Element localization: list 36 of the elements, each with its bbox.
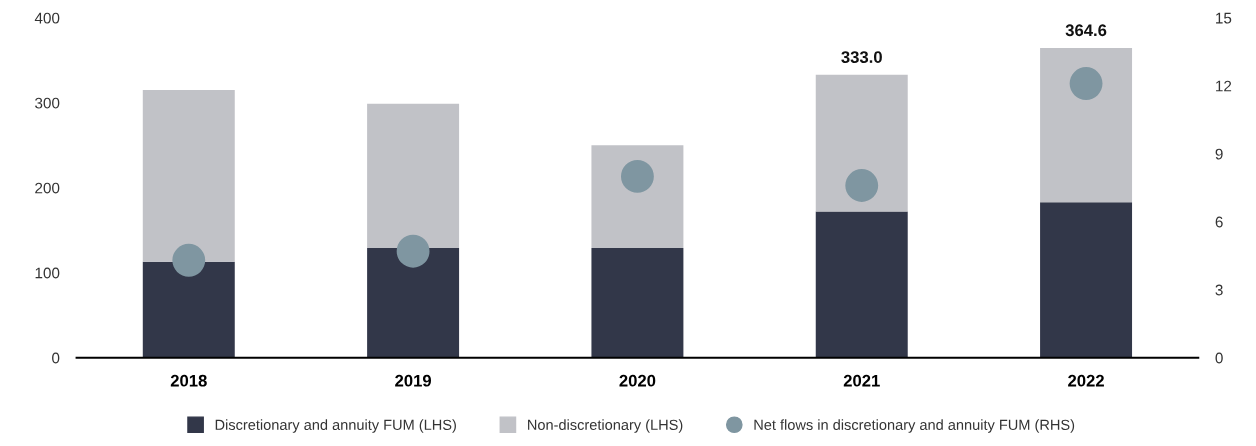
y2-tick-label: 9 <box>1215 148 1223 160</box>
y2-tick-label: 3 <box>1215 284 1223 296</box>
bar <box>1040 202 1133 358</box>
bar <box>142 90 235 262</box>
x-tick-label: 2018 <box>170 374 207 387</box>
total-label: 333.0 <box>841 51 882 63</box>
y-tick-label: 400 <box>34 12 60 24</box>
x-tick-label: 2021 <box>843 374 880 387</box>
point <box>396 234 430 268</box>
y-tick-label: 300 <box>35 97 60 109</box>
y-tick-label: 200 <box>35 182 60 194</box>
y2-tick-label: 12 <box>1216 80 1232 92</box>
x-tick-label: 2019 <box>395 374 432 387</box>
legend-label: Net flows in discretionary and annuity FUM (RHS) <box>754 419 1075 433</box>
y2-tick-label: 15 <box>1216 12 1232 24</box>
y2-tick-label: 6 <box>1215 216 1223 228</box>
y-tick-label: 100 <box>35 267 60 279</box>
x-tick-label: 2022 <box>1068 374 1104 387</box>
legend-label: Non-discretionary (LHS) <box>528 419 683 433</box>
point <box>172 243 206 277</box>
y2-tick-label: 0 <box>1215 352 1223 364</box>
bar <box>815 211 908 358</box>
point <box>1069 67 1103 100</box>
bar <box>591 248 684 358</box>
bar <box>367 248 460 358</box>
point <box>620 160 654 193</box>
bar <box>815 74 908 212</box>
y-tick-label: 0 <box>52 352 60 364</box>
bar <box>1040 47 1133 203</box>
total-label: 364.6 <box>1065 24 1107 37</box>
bar <box>591 145 684 249</box>
bar <box>367 103 460 249</box>
x-tick-label: 2020 <box>619 374 656 387</box>
legend-label: Discretionary and annuity FUM (LHS) <box>215 419 456 433</box>
bar <box>142 261 235 358</box>
point <box>845 169 879 202</box>
